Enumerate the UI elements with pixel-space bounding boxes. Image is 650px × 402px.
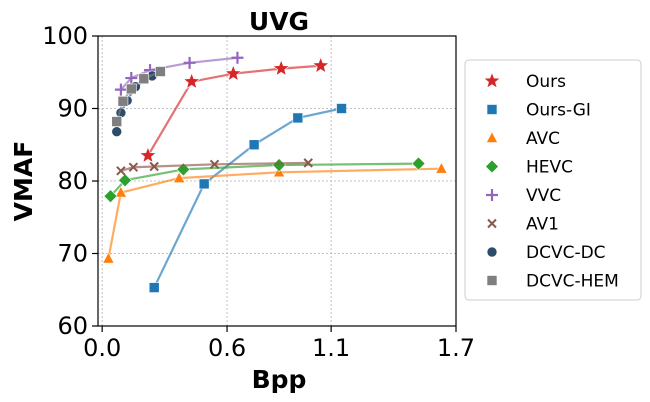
data-point-avc	[435, 162, 448, 174]
legend-label-hevc: HEVC	[526, 158, 573, 178]
data-point-dcvc-hem	[126, 83, 137, 95]
legend-item-vvc: VVC	[486, 186, 561, 206]
legend-label-avc: AVC	[526, 129, 560, 149]
data-point-ours-gi	[198, 178, 210, 190]
legend-item-dcvc-dc: DCVC-DC	[486, 243, 606, 263]
x-axis-ticks: 0.0 0.6 1.1 1.7	[83, 326, 475, 362]
plot-frame	[97, 35, 457, 327]
data-point-ours-gi	[292, 112, 304, 124]
legend-item-ours-gi: Ours-GI	[486, 101, 591, 121]
data-point-vvc	[183, 56, 196, 69]
series-av1	[116, 158, 313, 176]
data-point-ours	[139, 146, 157, 164]
y-tick-label: 60	[57, 312, 88, 340]
data-point-vvc	[114, 83, 127, 96]
legend-marker-ours	[483, 71, 501, 89]
data-point-hevc	[411, 156, 426, 171]
series-avc	[102, 162, 448, 264]
legend-item-hevc: HEVC	[485, 158, 573, 178]
legend-item-dcvc-hem: DCVC-HEM	[486, 272, 619, 292]
series-line-avc	[107, 167, 442, 259]
legend-label-ours-gi: Ours-GI	[526, 101, 591, 121]
series-ours	[139, 56, 330, 164]
data-point-vvc	[231, 51, 244, 64]
series-line-ours	[147, 64, 321, 157]
legend-item-av1: AV1	[487, 215, 559, 235]
series-vvc	[114, 51, 244, 96]
data-point-ours	[182, 72, 201, 90]
y-axis-ticks: 60 70 80 90 100	[42, 22, 98, 340]
series-group	[102, 51, 448, 293]
legend-label-vvc: VVC	[526, 186, 561, 206]
y-tick-label: 90	[57, 95, 88, 123]
series-hevc	[103, 156, 426, 204]
legend-marker-ours-gi	[486, 104, 498, 115]
data-point-ours-gi	[148, 282, 160, 293]
legend-marker-dcvc-dc	[486, 246, 498, 258]
series-dcvc-hem	[111, 66, 166, 127]
legend-marker-av1	[487, 218, 497, 229]
data-point-av1	[149, 161, 159, 172]
legend-item-ours: Ours	[483, 71, 566, 92]
x-axis-label: Bpp	[252, 365, 307, 394]
data-point-dcvc-hem	[138, 73, 150, 85]
y-tick-label: 70	[57, 240, 88, 268]
y-tick-label: 80	[57, 167, 88, 195]
legend-label-av1: AV1	[526, 215, 559, 235]
data-point-avc	[102, 252, 115, 264]
y-tick-label: 100	[42, 22, 88, 50]
legend-marker-avc	[486, 131, 498, 143]
data-point-av1	[128, 162, 139, 172]
x-tick-label: 0.0	[83, 334, 121, 362]
legend-marker-vvc	[486, 189, 498, 201]
legend-item-avc: AVC	[486, 129, 560, 149]
legend-label-ours: Ours	[526, 72, 566, 92]
data-point-hevc	[272, 158, 287, 172]
chart-title: UVG	[249, 7, 309, 36]
x-tick-label: 0.6	[208, 334, 246, 362]
data-point-hevc	[118, 173, 132, 188]
data-point-vvc	[125, 72, 138, 85]
data-point-dcvc-hem	[117, 95, 129, 107]
data-point-ours	[272, 59, 291, 77]
data-point-ours	[311, 56, 330, 74]
data-point-dcvc-hem	[111, 116, 123, 127]
data-point-ours	[224, 64, 243, 82]
series-line-ours-gi	[153, 107, 342, 289]
data-point-avc	[114, 186, 127, 198]
legend-label-dcvc-dc: DCVC-DC	[526, 243, 606, 263]
legend-label-dcvc-hem: DCVC-HEM	[526, 272, 619, 292]
data-point-dcvc-hem	[155, 66, 166, 77]
x-tick-label: 1.1	[312, 334, 350, 362]
data-point-av1	[209, 159, 220, 170]
y-axis-label: VMAF	[9, 141, 38, 222]
data-point-ours-gi	[336, 103, 347, 114]
data-point-av1	[116, 166, 126, 176]
legend-box	[464, 59, 642, 301]
data-point-avc	[173, 171, 186, 183]
series-ours-gi	[148, 103, 347, 293]
x-tick-label: 1.7	[437, 334, 475, 362]
data-point-ours-gi	[248, 139, 260, 151]
legend: Ours Ours-GI AVC HEVC VVC AV1 DCVC-DC DCVC-HEM	[464, 59, 642, 301]
data-point-hevc	[103, 189, 118, 204]
data-point-av1	[303, 158, 313, 168]
legend-marker-dcvc-hem	[486, 275, 498, 286]
data-point-dcvc-dc	[111, 126, 123, 137]
legend-marker-hevc	[485, 159, 499, 174]
